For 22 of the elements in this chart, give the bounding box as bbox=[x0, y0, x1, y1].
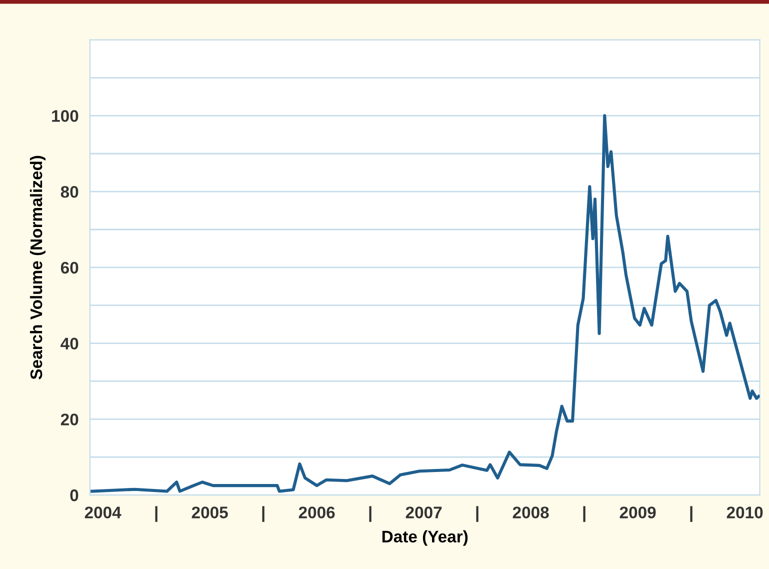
y-tick-label: 80 bbox=[60, 186, 78, 198]
x-axis-title: Date (Year) bbox=[382, 530, 468, 546]
x-tick-label: | bbox=[583, 506, 586, 522]
y-tick-label: 0 bbox=[70, 489, 78, 502]
x-tick-label: 2009 bbox=[620, 506, 656, 518]
x-tick-label: 2004 bbox=[84, 506, 122, 518]
x-tick-label: 2008 bbox=[512, 506, 549, 518]
x-tick-label: | bbox=[369, 506, 372, 522]
y-tick-label: 60 bbox=[60, 262, 78, 274]
x-tick-label: | bbox=[155, 506, 158, 522]
x-tick-label: 2010 bbox=[726, 506, 763, 518]
y-tick-label: 100 bbox=[52, 110, 78, 122]
y-tick-label: 20 bbox=[60, 414, 78, 426]
y-axis-title: Search Volume (Normalized) bbox=[30, 156, 46, 380]
x-tick-label: | bbox=[690, 506, 692, 522]
x-tick-label: 2006 bbox=[298, 506, 335, 518]
x-tick-label: | bbox=[262, 506, 264, 522]
line-series bbox=[90, 114, 760, 493]
x-tick-label: | bbox=[476, 506, 478, 522]
x-tick-label: 2007 bbox=[406, 506, 442, 518]
y-tick-label: 40 bbox=[60, 338, 78, 350]
x-tick-label: 2005 bbox=[192, 506, 228, 518]
